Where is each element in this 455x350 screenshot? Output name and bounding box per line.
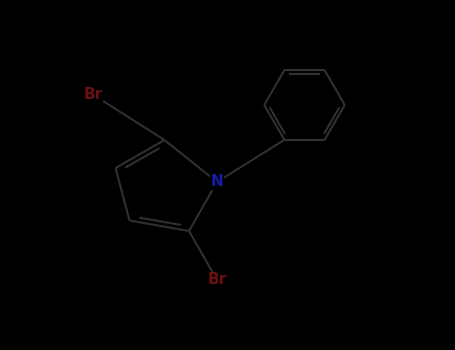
Text: N: N <box>211 175 223 189</box>
Text: Br: Br <box>83 87 102 102</box>
Text: Br: Br <box>207 273 227 287</box>
